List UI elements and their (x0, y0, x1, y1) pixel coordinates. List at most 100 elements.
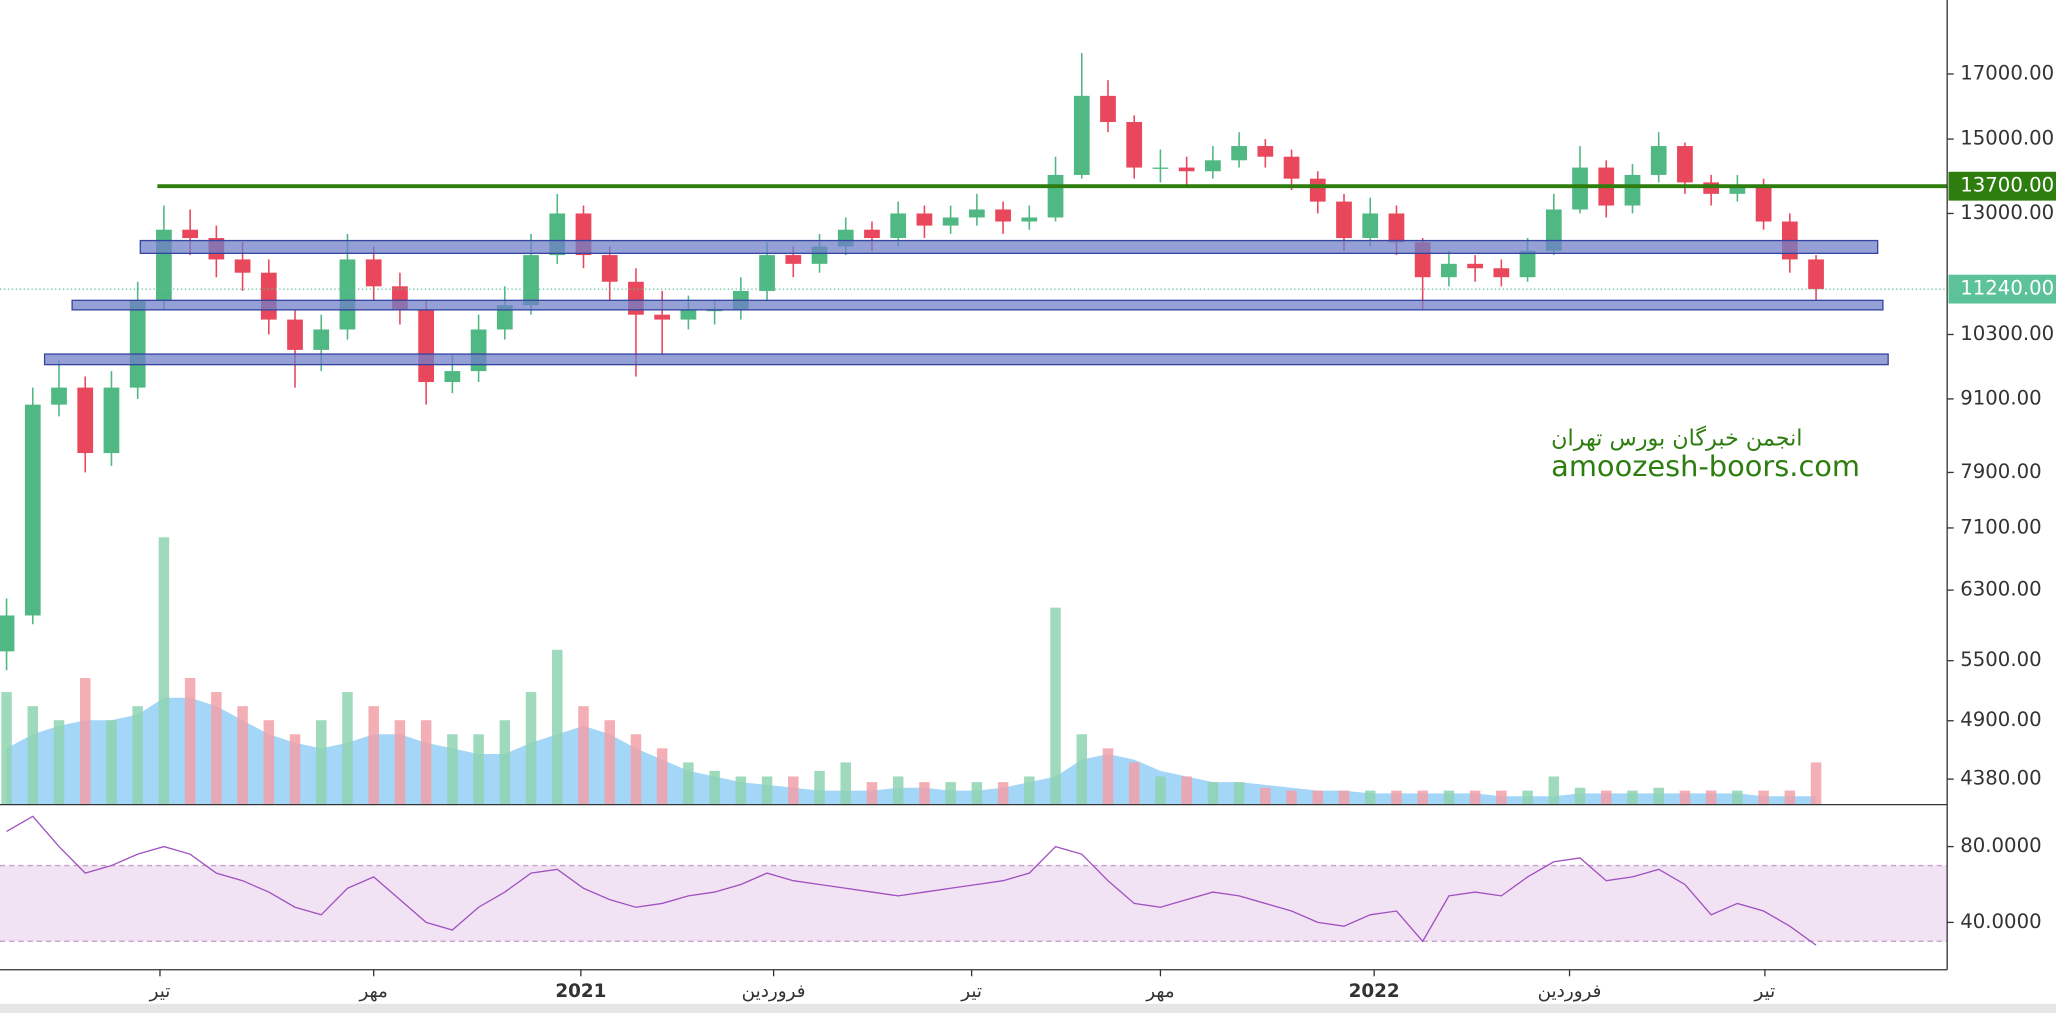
candle-body (1493, 268, 1510, 278)
candle-body (1283, 156, 1300, 179)
volume-bar (1312, 790, 1324, 805)
candle-body (234, 259, 251, 273)
volume-bar (1338, 790, 1350, 805)
volume-bar (1050, 607, 1061, 805)
volume-bar (27, 706, 39, 805)
x-tick-label: تیر (960, 981, 982, 1002)
y-tick-label: 10300.00 (1960, 322, 2054, 345)
candle-body (1152, 167, 1169, 169)
volume-bar (788, 776, 799, 805)
volume-bar (866, 782, 878, 805)
volume-bar (604, 720, 615, 805)
bottom-strip (0, 1003, 2056, 1013)
volume-bar (1601, 790, 1612, 805)
price-badge (1948, 274, 2056, 304)
candle-body (51, 387, 67, 405)
volume-bar (1128, 762, 1140, 805)
y-tick-label: 40.0000 (1960, 910, 2041, 933)
volume-bar (1207, 782, 1219, 805)
volume-bar (1653, 787, 1664, 805)
volume-bar (132, 706, 143, 805)
candle-body (1441, 263, 1457, 278)
candle-body (1231, 146, 1247, 161)
volume-bar (1548, 776, 1560, 805)
candle-body (1755, 186, 1772, 222)
candle-body (1650, 146, 1667, 175)
volume-bar (1758, 790, 1769, 805)
volume-bar (630, 734, 642, 805)
rsi-line (6, 815, 1817, 946)
candle-body (182, 229, 198, 239)
volume-bar (709, 770, 720, 805)
volume-bar (1522, 790, 1533, 805)
y-tick-label: 17000.00 (1960, 61, 2054, 84)
candle-body (1073, 95, 1090, 175)
candle-body (523, 255, 539, 306)
watermark: انجمن خبرگان بورس تهران (1551, 426, 1802, 452)
y-tick-label: 7100.00 (1960, 515, 2041, 538)
candle-body (1178, 167, 1195, 172)
volume-bar (237, 706, 248, 805)
x-tick-label: فروردین (742, 981, 806, 1002)
volume-bar (1732, 790, 1743, 805)
volume-bar (289, 734, 301, 805)
volume-bar (1574, 787, 1586, 805)
volume-bar (761, 776, 773, 805)
volume-bar (316, 720, 327, 805)
candle-body (287, 319, 303, 350)
candle-body (1624, 174, 1641, 206)
candle-body (1677, 146, 1693, 183)
volume-ma-area (6, 697, 1817, 805)
x-tick-label: مهر (358, 981, 387, 1002)
candle-body (1336, 201, 1352, 239)
volume-bar (525, 692, 537, 805)
x-tick-label: مهر (1145, 981, 1174, 1002)
volume-bar (1024, 776, 1035, 805)
volume-bar (1155, 776, 1166, 805)
candle-body (339, 259, 356, 330)
volume-bar (1784, 790, 1796, 805)
volume-bar (997, 782, 1009, 805)
candle-body (890, 213, 907, 239)
candle-body (1572, 167, 1588, 210)
y-tick-label: 4900.00 (1960, 708, 2041, 731)
volume-bar (211, 692, 222, 805)
support-zone (71, 299, 1884, 311)
volume-bar (53, 720, 65, 805)
y-tick-label: 15000.00 (1960, 127, 2054, 150)
volume-bar (420, 720, 432, 805)
volume-bar (158, 537, 170, 805)
y-tick-label: 6300.00 (1960, 578, 2041, 601)
volume-bar (499, 720, 511, 805)
x-tick-label: تیر (149, 981, 171, 1002)
candle-body (759, 255, 775, 291)
support-zone (43, 353, 1889, 366)
x-tick-label: فروردین (1538, 981, 1602, 1002)
y-tick-label: 7900.00 (1960, 460, 2041, 483)
candle-body (1021, 217, 1038, 222)
y-tick-label: 5500.00 (1960, 648, 2041, 671)
volume-bar (1417, 790, 1428, 805)
volume-bar (1, 692, 12, 805)
volume-bar (1679, 790, 1691, 805)
volume-bar (578, 706, 589, 805)
volume-bar (263, 720, 275, 805)
volume-bar (106, 720, 117, 805)
volume-bar (1391, 790, 1402, 805)
volume-bar (1181, 776, 1192, 805)
volume-bar (552, 649, 563, 805)
support-zone (139, 239, 1879, 255)
y-tick-label: 9100.00 (1960, 386, 2041, 409)
candle-body (680, 309, 697, 320)
volume-bar (342, 692, 353, 805)
candle-body (916, 213, 933, 226)
candle-body (1309, 178, 1326, 202)
volume-bar (683, 762, 694, 805)
volume-bar (1076, 734, 1088, 805)
y-tick-label: 4380.00 (1960, 767, 2041, 790)
candle-body (365, 259, 382, 287)
candle-body (0, 615, 15, 652)
volume-bar (1705, 790, 1717, 805)
volume-bar (892, 776, 904, 805)
